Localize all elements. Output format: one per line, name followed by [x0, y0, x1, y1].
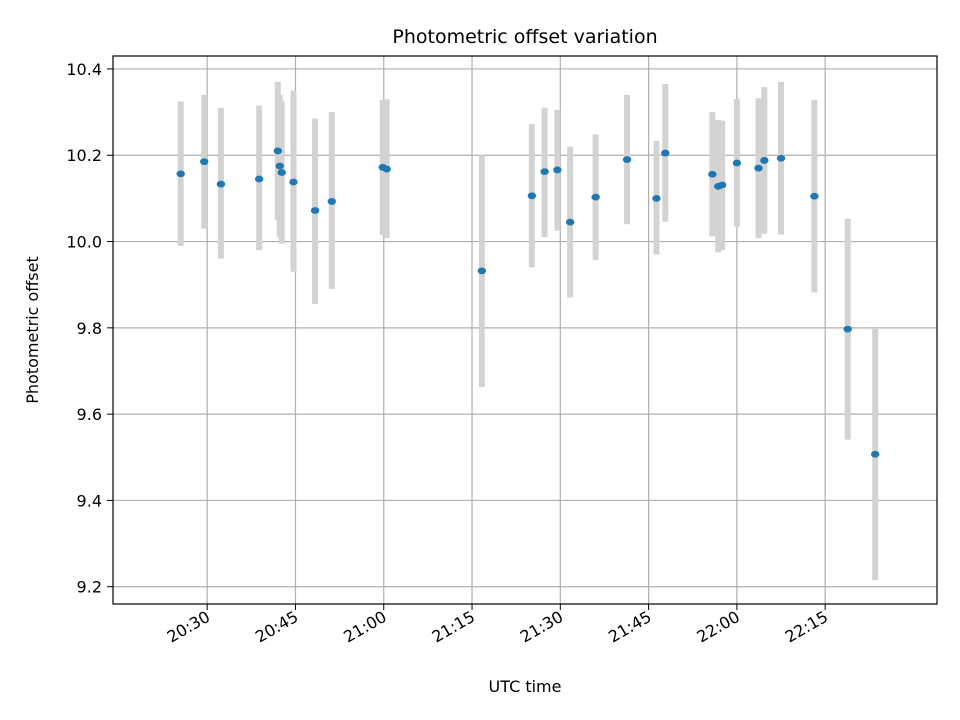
data-point [254, 175, 264, 183]
y-tick-label: 9.8 [77, 319, 102, 338]
data-point [310, 207, 320, 214]
y-axis: 9.2 9.4 9.6 9.8 10.0 10.2 10.4 [66, 60, 113, 597]
data-point [565, 218, 575, 226]
data-point [277, 169, 286, 176]
y-tick-label: 9.2 [77, 578, 102, 597]
data-point [591, 193, 600, 201]
y-tick-label: 9.6 [77, 405, 102, 424]
data-point [810, 192, 819, 200]
data-point [843, 325, 852, 333]
data-point [553, 166, 562, 174]
data-point [477, 267, 487, 275]
data-point [273, 147, 282, 155]
data-points [176, 147, 880, 458]
data-point [540, 168, 549, 176]
data-point [289, 178, 298, 186]
data-point [275, 162, 284, 170]
x-axis-label: UTC time [489, 677, 562, 696]
data-point [776, 154, 786, 162]
y-tick-label: 10.2 [66, 146, 102, 165]
data-point [717, 181, 727, 189]
data-point [871, 450, 880, 458]
data-point [622, 156, 632, 163]
data-point [176, 170, 185, 178]
chart-title: Photometric offset variation [392, 26, 657, 48]
y-tick-label: 9.4 [77, 491, 102, 510]
data-point [216, 180, 226, 188]
data-point [754, 164, 763, 172]
y-tick-label: 10.0 [66, 233, 102, 252]
data-point [732, 159, 742, 167]
plot-frame [112, 55, 938, 605]
y-axis-label: Photometric offset [23, 256, 42, 404]
data-point [661, 149, 670, 157]
y-tick-label: 10.4 [66, 60, 102, 79]
data-point [652, 194, 661, 202]
data-point [527, 192, 537, 200]
data-point [200, 158, 209, 166]
data-point [708, 170, 717, 178]
data-point [760, 157, 769, 164]
data-point [327, 198, 336, 205]
data-point [382, 165, 391, 173]
